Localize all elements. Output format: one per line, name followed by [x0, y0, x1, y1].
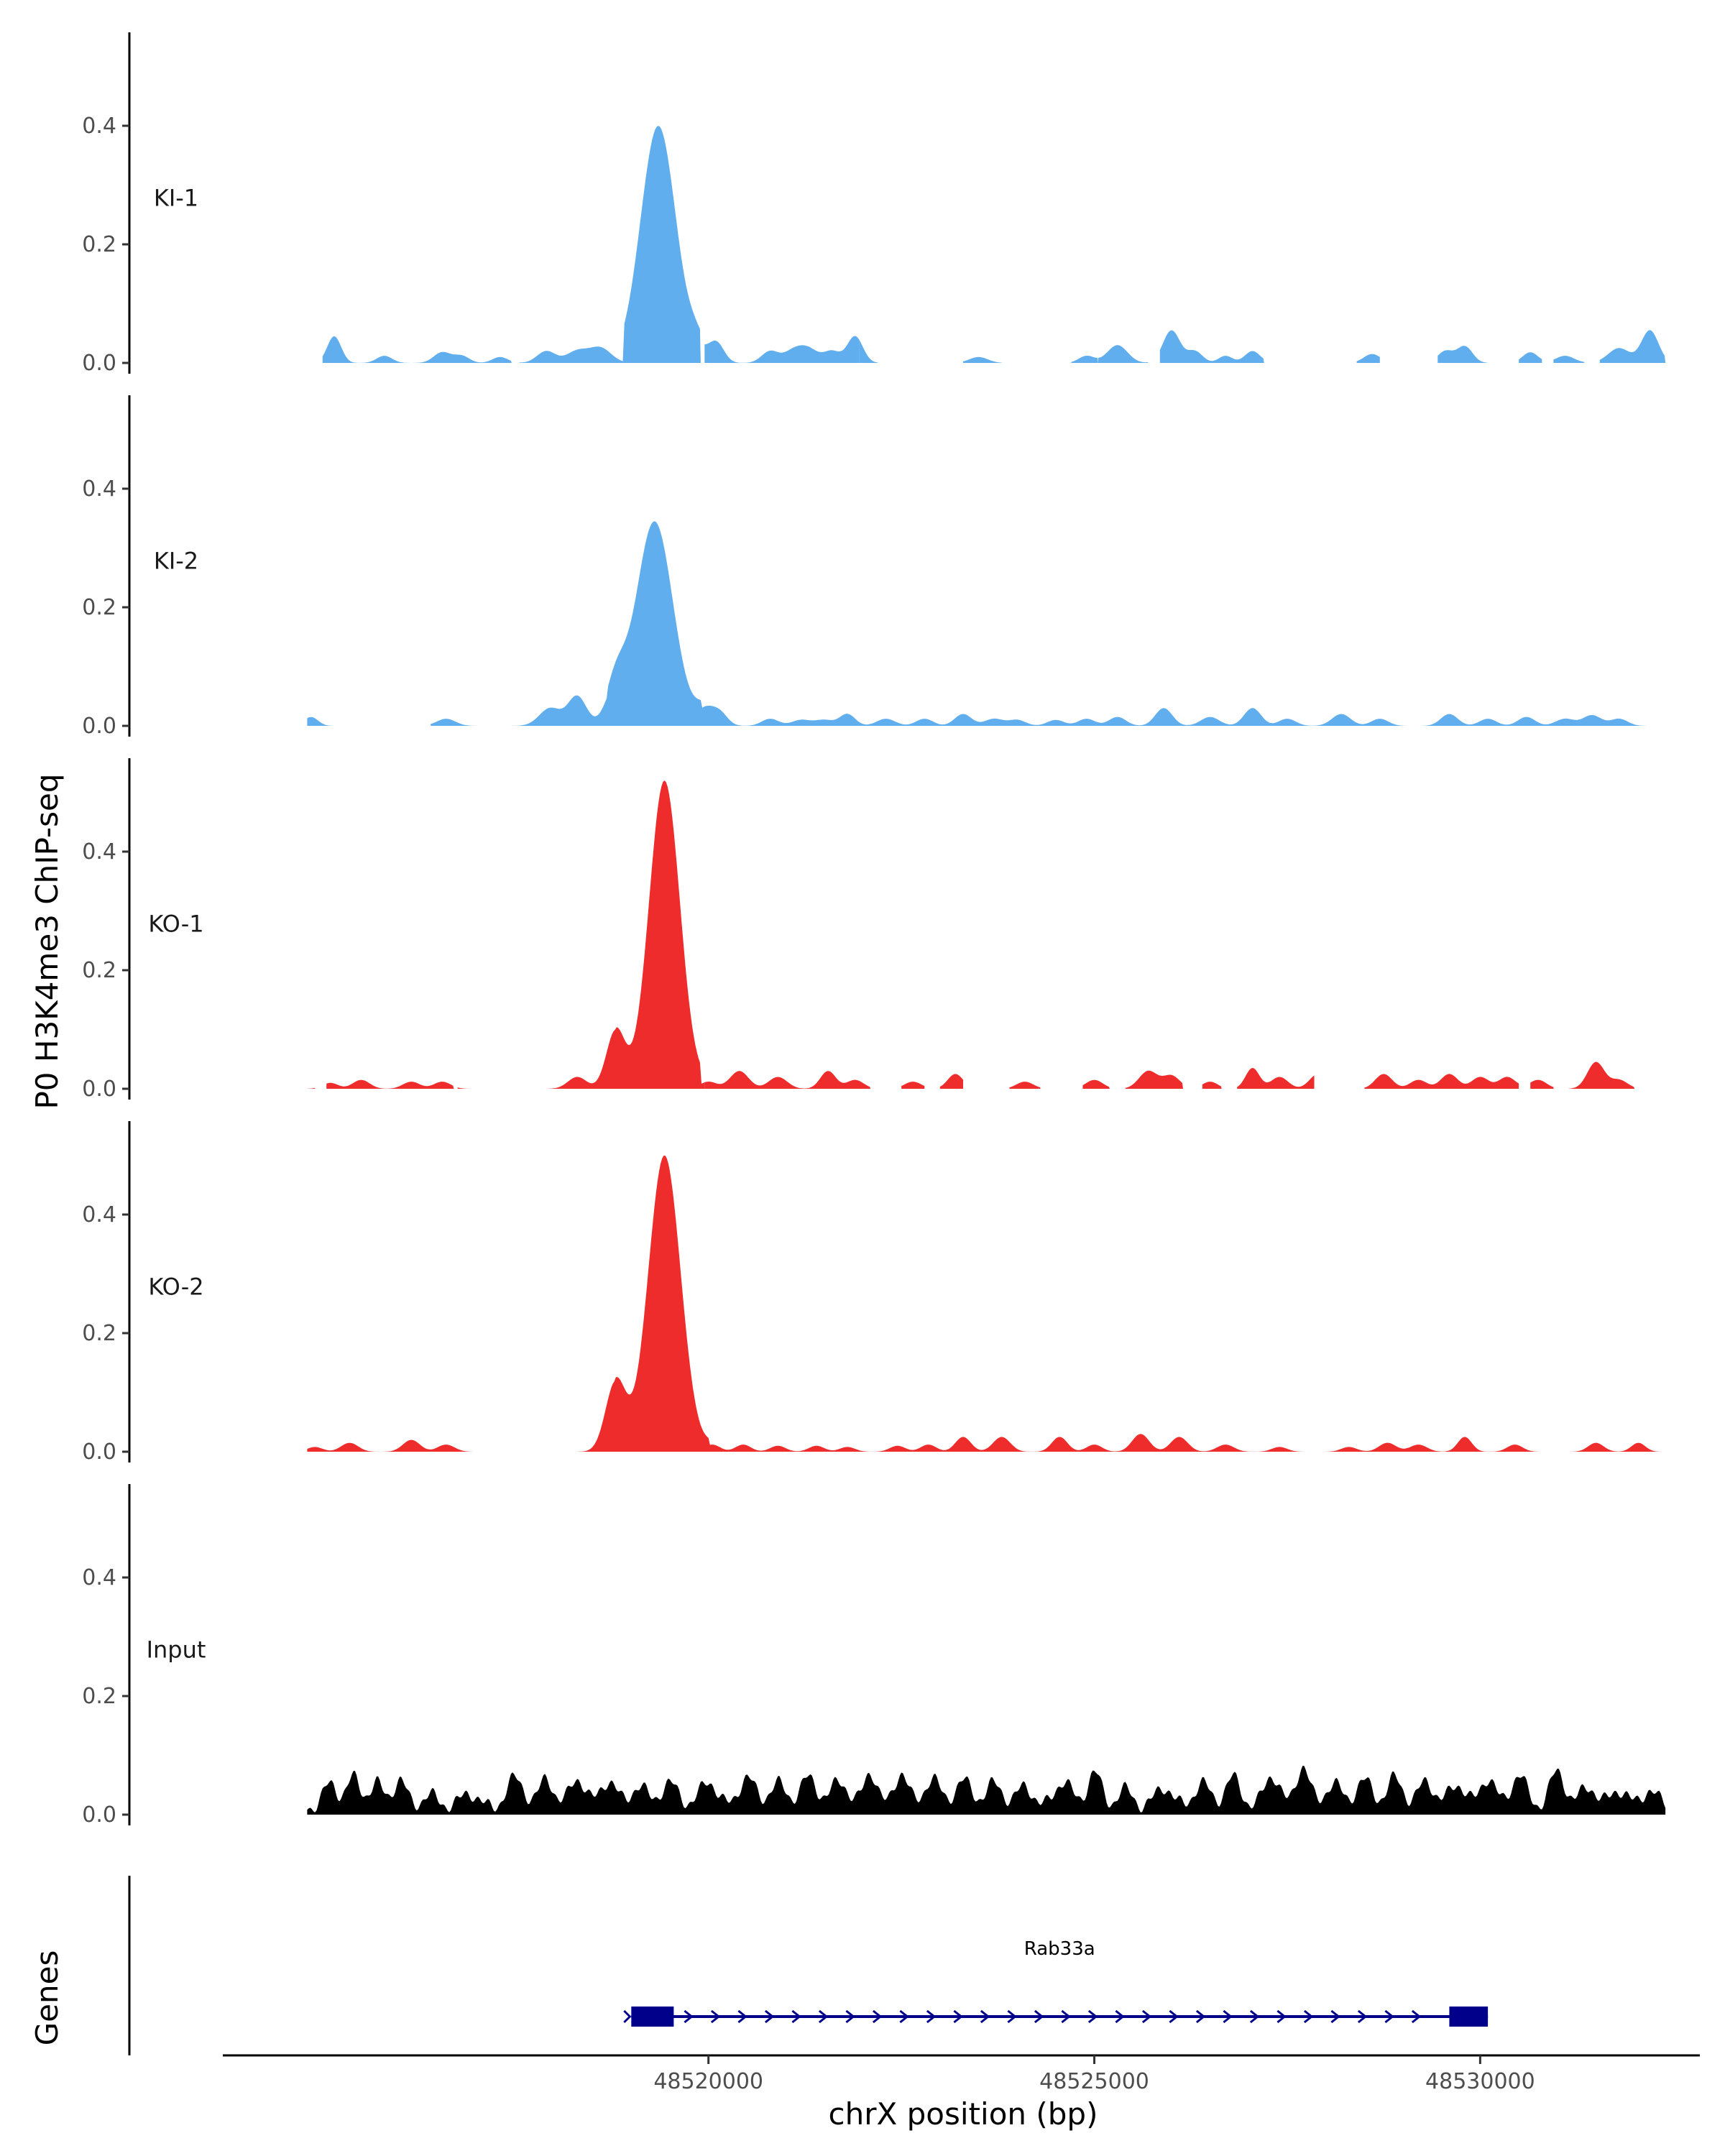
strand-arrow — [1303, 2009, 1314, 2024]
y-tick-label: 0.4 — [82, 1202, 116, 1227]
track-ko-2: 0.0 0.2 0.4 KO-2 — [82, 1121, 1666, 1465]
strand-arrow — [684, 2009, 694, 2024]
track-label: Input — [147, 1636, 206, 1663]
signal-area — [1599, 330, 1666, 363]
strand-arrow — [899, 2009, 909, 2024]
signal-area — [704, 1071, 871, 1089]
strand-arrow — [1276, 2009, 1287, 2024]
signal-area — [431, 521, 1666, 726]
strand-arrow — [1330, 2009, 1340, 2024]
strand-arrow — [1115, 2009, 1125, 2024]
signal-area — [1009, 1082, 1041, 1089]
genes-track: Rab33a — [128, 1876, 1489, 2055]
y-tick-label: 0.2 — [82, 232, 116, 257]
track-ko-1: 0.0 0.2 0.4 KO-1 — [82, 758, 1635, 1102]
signal-area — [326, 1079, 454, 1089]
signal-area — [1082, 1079, 1110, 1089]
strand-arrow — [1223, 2009, 1233, 2024]
signal-area — [1202, 1082, 1222, 1089]
strand-arrow — [1357, 2009, 1368, 2024]
signal-area — [1530, 1079, 1554, 1089]
strand-arrow — [1007, 2009, 1017, 2024]
gene-exon — [631, 2007, 674, 2027]
strand-arrow — [1249, 2009, 1260, 2024]
track-label: KI-2 — [154, 547, 198, 574]
strand-arrow — [1034, 2009, 1044, 2024]
y-tick-label: 0.2 — [82, 1321, 116, 1346]
x-axis-title: chrX position (bp) — [829, 2096, 1098, 2132]
signal-area — [859, 339, 878, 363]
strand-arrow — [980, 2009, 990, 2024]
signal-area — [1098, 345, 1149, 363]
strand-arrow — [1169, 2009, 1179, 2024]
y-tick-label: 0.4 — [82, 476, 116, 502]
strand-arrow — [1195, 2009, 1206, 2024]
strand-arrow — [791, 2009, 801, 2024]
signal-area — [322, 336, 512, 363]
signal-area — [307, 717, 334, 726]
signal-area — [939, 1074, 963, 1089]
y-tick-label: 0.0 — [82, 714, 116, 739]
strand-arrow — [710, 2009, 721, 2024]
signal-area — [1356, 354, 1380, 363]
signal-area — [901, 1082, 925, 1089]
signal-area — [1553, 356, 1585, 363]
strand-arrow — [872, 2009, 883, 2024]
y-tick-label: 0.4 — [82, 839, 116, 865]
strand-arrow — [623, 2009, 632, 2024]
strand-arrow — [764, 2009, 775, 2024]
y-tick-label: 0.0 — [82, 1077, 116, 1102]
signal-area — [457, 780, 705, 1089]
y-tick-label: 0.2 — [82, 595, 116, 620]
signal-area — [1519, 352, 1542, 363]
strand-arrow — [845, 2009, 855, 2024]
signal-area — [1071, 355, 1098, 363]
tracks-group: 0.00.20.4KI-10.00.20.4KI-20.00.20.4KO-10… — [82, 32, 1666, 1828]
x-axis: 48520000 48525000 48530000 — [223, 2054, 1700, 2094]
track-label: KI-1 — [154, 184, 198, 211]
strand-arrow — [737, 2009, 748, 2024]
signal-area — [963, 356, 1002, 363]
y-axis-title: P0 H3K4me3 ChIP-seq — [29, 773, 65, 1109]
strand-arrow — [953, 2009, 963, 2024]
signal-area — [1438, 346, 1476, 363]
y-tick-label: 0.4 — [82, 1565, 116, 1590]
signal-area — [1568, 1061, 1635, 1089]
strand-arrow — [1061, 2009, 1071, 2024]
signal-area — [1476, 357, 1489, 363]
y-tick-label: 0.0 — [82, 1439, 116, 1465]
signal-area — [1125, 1070, 1183, 1089]
x-tick-label: 48530000 — [1425, 2069, 1535, 2094]
gene-label: Rab33a — [1024, 1938, 1095, 1960]
y-tick-label: 0.0 — [82, 1802, 116, 1828]
signal-area — [704, 336, 860, 363]
signal-area — [1159, 330, 1264, 363]
y-tick-label: 0.0 — [82, 351, 116, 376]
y-tick-label: 0.2 — [82, 958, 116, 983]
y-tick-label: 0.4 — [82, 114, 116, 139]
track-ki-2: 0.0 0.2 0.4 KI-2 — [82, 395, 1666, 739]
gene-exon — [1449, 2007, 1489, 2027]
signal-area — [307, 1087, 316, 1089]
signal-area — [1364, 1074, 1519, 1089]
strand-arrow — [818, 2009, 829, 2024]
signal-area — [1237, 1068, 1315, 1089]
signal-area — [519, 126, 701, 363]
signal-area — [307, 1156, 1666, 1452]
strand-arrow — [1411, 2009, 1422, 2024]
track-label: KO-1 — [148, 910, 203, 937]
strand-arrow — [1141, 2009, 1152, 2024]
track-input: 0.0 0.2 0.4 Input — [82, 1484, 1666, 1828]
track-ki-1: 0.0 0.2 0.4 KI-1 — [82, 32, 1666, 376]
strand-arrow — [1087, 2009, 1098, 2024]
signal-area — [307, 1766, 1666, 1815]
y-tick-label: 0.2 — [82, 1684, 116, 1709]
genes-axis-title: Genes — [29, 1950, 65, 2046]
strand-arrow — [926, 2009, 937, 2024]
track-label: KO-2 — [148, 1273, 203, 1300]
strand-arrow — [1384, 2009, 1394, 2024]
x-tick-label: 48525000 — [1039, 2069, 1149, 2094]
x-tick-label: 48520000 — [653, 2069, 763, 2094]
